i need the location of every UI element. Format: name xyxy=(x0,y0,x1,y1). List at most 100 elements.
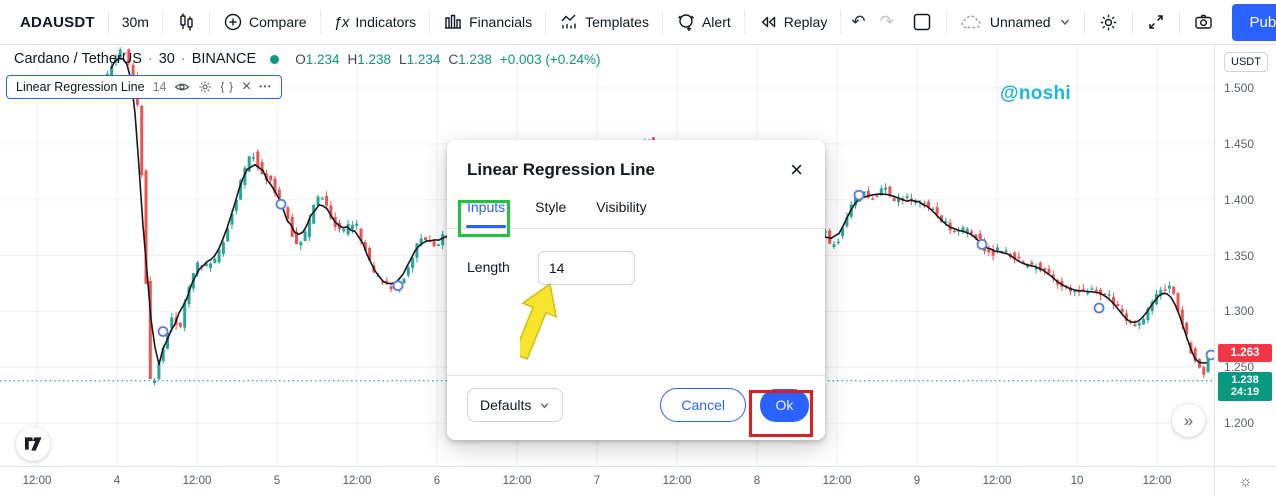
time-tick-label: 12:00 xyxy=(1142,475,1172,487)
toolbar-divider xyxy=(661,10,663,34)
tab-inputs[interactable]: Inputs xyxy=(465,199,507,228)
time-tick-label: 12:00 xyxy=(822,475,852,487)
cloud-icon xyxy=(960,12,984,32)
template-chart-icon xyxy=(559,12,579,32)
chevron-down-icon xyxy=(541,402,549,408)
symbol-button[interactable]: ADAUSDT xyxy=(20,13,95,31)
layout-square-icon xyxy=(911,11,933,33)
alert-clock-icon xyxy=(676,12,696,32)
candles-icon xyxy=(176,12,196,32)
symbol-title[interactable]: Cardano / TetherUS xyxy=(14,51,142,67)
save-layout-button[interactable]: Unnamed xyxy=(950,3,1081,41)
symbol-exchange[interactable]: BINANCE xyxy=(191,51,257,67)
time-tick-label: 4 xyxy=(113,475,121,487)
undo-button[interactable]: ↶ xyxy=(851,12,866,31)
chart-type-button[interactable] xyxy=(166,3,206,41)
more-options-icon[interactable]: ••• xyxy=(259,82,273,91)
separator: · xyxy=(147,51,153,67)
tab-style[interactable]: Style xyxy=(535,199,567,215)
fullscreen-button[interactable] xyxy=(1136,3,1176,41)
toolbar-divider xyxy=(319,10,321,34)
time-tick-label: 9 xyxy=(913,475,921,487)
gear-icon xyxy=(1098,12,1119,33)
time-tick-label: 12:00 xyxy=(982,475,1012,487)
close-value: 1.238 xyxy=(458,51,492,67)
open-value: 1.234 xyxy=(305,51,340,67)
currency-toggle[interactable]: USDT xyxy=(1224,52,1268,72)
time-tick-label: 5 xyxy=(273,475,281,487)
symbol-info-row[interactable]: Cardano / TetherUS · 30 · BINANCE O1.234… xyxy=(14,51,600,67)
interval-button[interactable]: 30m xyxy=(121,14,149,30)
replay-label: Replay xyxy=(783,14,828,30)
last-price-countdown-label: 1.238 24:19 xyxy=(1218,371,1272,401)
toolbar-divider xyxy=(945,10,947,34)
compare-button[interactable]: Compare xyxy=(213,3,317,41)
price-tick-label: 1.250 xyxy=(1224,360,1255,375)
length-label: Length xyxy=(467,259,510,275)
redo-button[interactable]: ↷ xyxy=(879,12,894,31)
time-tick-label: 12:00 xyxy=(182,475,212,487)
change-value: +0.003 (+0.24%) xyxy=(499,51,601,67)
publish-button[interactable]: Publish xyxy=(1231,3,1276,41)
tradingview-logo[interactable] xyxy=(16,427,50,461)
time-tick-label: 7 xyxy=(593,475,601,487)
indicator-legend[interactable]: Linear Regression Line 14 { } × ••• xyxy=(6,75,283,99)
indicator-settings-dialog: Linear Regression Line × Inputs Style Vi… xyxy=(447,140,825,440)
collapse-panel-button[interactable]: » xyxy=(1172,404,1205,437)
cancel-button[interactable]: Cancel xyxy=(660,388,746,422)
time-tick-label: 12:00 xyxy=(22,475,52,487)
indicator-name: Linear Regression Line xyxy=(16,80,145,94)
source-code-icon[interactable]: { } xyxy=(220,80,234,93)
chart-pane[interactable]: Cardano / TetherUS · 30 · BINANCE O1.234… xyxy=(0,45,1214,466)
price-tick-label: 1.200 xyxy=(1224,416,1255,431)
time-tick-label: 8 xyxy=(753,475,761,487)
length-input[interactable] xyxy=(537,251,635,285)
indicators-button[interactable]: ƒx Indicators xyxy=(324,3,427,41)
plus-circle-icon xyxy=(223,12,243,32)
toolbar-divider xyxy=(1178,10,1180,34)
snapshot-button[interactable] xyxy=(1183,3,1224,41)
indicator-settings-gear-icon[interactable] xyxy=(198,80,212,94)
symbol-interval[interactable]: 30 xyxy=(158,51,175,67)
toolbar-divider xyxy=(208,10,210,34)
alert-label: Alert xyxy=(701,14,731,30)
layout-select-button[interactable] xyxy=(901,3,943,41)
price-tick-label: 1.350 xyxy=(1224,248,1255,263)
ok-button[interactable]: Ok xyxy=(760,388,809,422)
time-tick-label: 6 xyxy=(433,475,441,487)
dialog-divider xyxy=(447,228,825,229)
high-value: 1.238 xyxy=(357,51,392,67)
alert-button[interactable]: Alert xyxy=(666,3,741,41)
price-axis[interactable]: USDT 1.500 1.450 1.400 1.350 1.300 1.250 1.200… xyxy=(1214,45,1276,466)
market-status-icon[interactable] xyxy=(270,54,280,64)
toolbar-divider xyxy=(1083,10,1085,34)
replay-button[interactable]: Replay xyxy=(748,3,838,41)
fullscreen-icon xyxy=(1146,12,1166,32)
fx-icon: ƒx xyxy=(333,13,350,31)
remove-indicator-icon[interactable]: × xyxy=(241,78,252,95)
defaults-dropdown[interactable]: Defaults xyxy=(467,388,564,422)
time-tick-label: 10 xyxy=(1070,475,1084,487)
financials-button[interactable]: Financials xyxy=(433,3,542,41)
timezone-settings-icon[interactable]: ☼ xyxy=(1214,466,1276,496)
indicators-label: Indicators xyxy=(355,14,417,30)
settings-button[interactable] xyxy=(1088,3,1129,41)
toolbar-divider xyxy=(1131,10,1133,34)
tab-visibility[interactable]: Visibility xyxy=(596,199,647,215)
chevron-down-icon xyxy=(1059,16,1071,28)
compare-label: Compare xyxy=(248,14,307,30)
eye-icon[interactable] xyxy=(174,81,190,93)
templates-label: Templates xyxy=(585,14,649,30)
price-tick-label: 1.400 xyxy=(1224,192,1255,207)
time-tick-label: 12:00 xyxy=(342,475,372,487)
dialog-close-icon[interactable]: × xyxy=(790,157,803,182)
toolbar-divider xyxy=(107,10,109,34)
price-tick-label: 1.450 xyxy=(1224,136,1255,151)
templates-button[interactable]: Templates xyxy=(549,3,659,41)
ohlc-values: O1.234 H1.238 L1.234 C1.238 +0.003 (+0.2… xyxy=(295,51,601,67)
indicator-price-label: 1.263 xyxy=(1218,343,1272,362)
time-axis[interactable]: 12:00 4 12:00 5 12:00 6 12:00 7 12:00 8 12:00 9 12:0… xyxy=(0,466,1214,496)
indicator-param: 14 xyxy=(152,80,167,94)
top-toolbar: ADAUSDT 30m Compare ƒx Indicators xyxy=(0,0,1276,45)
